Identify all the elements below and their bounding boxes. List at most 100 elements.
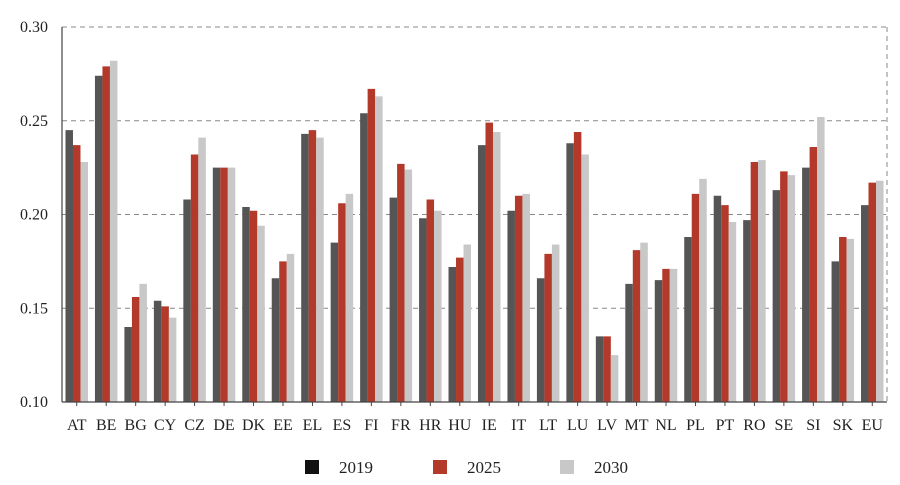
bar-2019-EE: [271, 278, 280, 402]
bar-2019-MT: [625, 283, 633, 402]
bar-2030-DE: [227, 167, 236, 402]
bar-2019-FR: [389, 197, 398, 402]
x-tick-label: RO: [743, 417, 765, 434]
x-tick-label: DE: [213, 417, 234, 434]
bar-2019-PL: [684, 237, 692, 402]
x-tick-labels: AT BE BG CY CZ DE DK EE EL ES FI FR HR HU IE IT LT LU LV MT…: [67, 417, 883, 434]
bar-2030-BE: [109, 60, 118, 402]
bar-2019-HU: [448, 267, 457, 402]
bar-2019-DE: [212, 167, 221, 402]
legend-label-2025: 2025: [467, 458, 501, 477]
bar-2030-CY: [168, 317, 177, 402]
bar-2025-EL: [308, 130, 317, 402]
x-tick-label: IT: [511, 417, 526, 434]
bar-2025-HR: [426, 199, 435, 402]
bar-2019-FI: [360, 113, 368, 402]
bar-2019-CZ: [183, 199, 191, 402]
bar-2025-NL: [662, 268, 670, 402]
x-tick-label: IE: [482, 417, 497, 434]
x-tick-label: FR: [391, 417, 411, 434]
bar-2019-LU: [566, 143, 574, 402]
bar-2019-RO: [743, 220, 751, 402]
y-tick-label: 0.10: [20, 394, 48, 411]
x-tick-label: FI: [364, 417, 378, 434]
y-tick-labels: 0.10 0.15 0.20 0.25 0.30: [20, 19, 48, 411]
x-tick-label: LU: [567, 417, 589, 434]
bar-2025-PL: [691, 193, 700, 402]
x-tick-label: CZ: [184, 417, 204, 434]
x-tick-label: PL: [686, 417, 705, 434]
x-tick-label: SI: [806, 417, 820, 434]
bar-2019-NL: [654, 280, 663, 402]
bar-2025-IT: [514, 195, 523, 402]
bar-2030-PL: [699, 178, 707, 402]
bar-2019-PT: [713, 195, 722, 402]
x-tick-label: SK: [833, 417, 854, 434]
bar-2025-LV: [603, 336, 611, 402]
bar-2030-LT: [551, 244, 560, 402]
bar-2030-EE: [286, 253, 295, 402]
bar-2025-HU: [456, 257, 464, 402]
bar-2019-EU: [861, 205, 869, 402]
bar-2019-SK: [831, 261, 840, 402]
bar-2025-LU: [573, 132, 582, 402]
bar-2025-DK: [249, 210, 258, 402]
bar-2019-DK: [242, 207, 250, 402]
axes: [61, 27, 887, 406]
bar-2030-SK: [846, 238, 855, 402]
bars: [65, 60, 884, 402]
x-tick-label: EU: [862, 417, 884, 434]
bar-2019-LT: [536, 278, 545, 402]
bar-2030-AT: [80, 162, 88, 402]
bar-2019-HR: [419, 218, 427, 402]
bar-2025-PT: [721, 205, 729, 402]
bar-2025-SK: [839, 237, 847, 402]
bar-2030-IE: [492, 132, 501, 402]
bar-2030-MT: [640, 242, 648, 402]
x-tick-label: MT: [625, 417, 649, 434]
bar-2025-IE: [485, 122, 493, 402]
legend-label-2019: 2019: [339, 458, 373, 477]
x-tick-label: BG: [125, 417, 148, 434]
bar-2025-EU: [868, 182, 877, 402]
bar-2025-RO: [750, 162, 759, 402]
bar-2025-DE: [220, 167, 228, 402]
bar-2019-EL: [301, 133, 309, 402]
legend-swatch-2030: [560, 460, 574, 474]
bar-2019-ES: [330, 242, 339, 402]
x-tick-label: EL: [303, 417, 323, 434]
x-tick-label: HU: [448, 417, 472, 434]
bar-2025-ES: [338, 203, 346, 402]
bar-2019-BE: [94, 75, 103, 402]
x-tick-label: AT: [67, 417, 87, 434]
bar-2025-SI: [809, 147, 818, 402]
bar-2030-RO: [758, 160, 766, 402]
bar-2030-CZ: [198, 137, 206, 402]
x-tick-label: LV: [597, 417, 617, 434]
bar-2030-IT: [522, 193, 530, 402]
bar-2025-CZ: [190, 154, 199, 402]
bar-2025-FI: [367, 88, 376, 402]
bar-2030-EL: [316, 137, 324, 402]
bar-2019-SI: [802, 167, 810, 402]
bar-2019-IE: [477, 145, 486, 402]
bar-2025-SE: [780, 171, 788, 402]
legend-swatch-2025: [433, 460, 447, 474]
bar-2025-BG: [131, 297, 140, 402]
x-tick-label: SE: [775, 417, 794, 434]
y-tick-label: 0.20: [20, 207, 48, 224]
bar-2025-BE: [102, 66, 110, 402]
x-tick-label: LT: [539, 417, 557, 434]
bar-2019-IT: [507, 210, 515, 402]
bar-2030-LV: [610, 355, 619, 402]
bar-2030-SI: [817, 117, 825, 402]
bar-2030-BG: [139, 283, 147, 402]
bar-2030-DK: [257, 225, 265, 402]
bar-2019-LV: [595, 336, 604, 402]
y-tick-label: 0.15: [20, 300, 48, 317]
x-tick-label: EE: [273, 417, 293, 434]
bar-2025-LT: [544, 253, 552, 402]
x-tick-label: DK: [242, 417, 266, 434]
bar-2025-MT: [632, 250, 641, 402]
bar-2019-CY: [153, 300, 162, 402]
